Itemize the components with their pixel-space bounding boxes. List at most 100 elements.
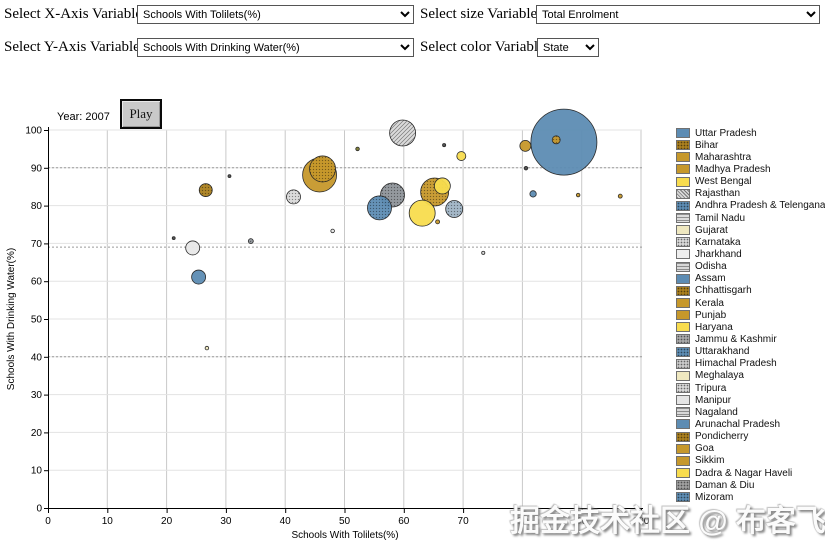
legend-swatch xyxy=(676,322,690,333)
legend-swatch xyxy=(676,176,690,187)
svg-text:30: 30 xyxy=(31,390,43,401)
chart-axes: 0 10 20 30 40 50 60 70 80 90 100 0 10 20 30 40 50 60 70 80 9… xyxy=(6,126,650,542)
bubble[interactable] xyxy=(185,240,201,256)
bubble[interactable] xyxy=(519,139,532,152)
legend-swatch xyxy=(676,249,690,260)
legend-label: Jharkhand xyxy=(695,248,742,260)
bubble[interactable] xyxy=(529,190,537,198)
bubble[interactable] xyxy=(204,345,210,351)
legend-swatch xyxy=(676,200,690,211)
x-axis-title: Schools With Tolilets(%) xyxy=(291,530,398,541)
svg-text:80: 80 xyxy=(31,201,43,212)
chart-bubbles xyxy=(171,108,623,351)
legend-label: Uttarakhand xyxy=(695,346,750,358)
svg-text:60: 60 xyxy=(31,277,43,288)
legend-label: Odisha xyxy=(695,261,727,273)
svg-text:0: 0 xyxy=(36,504,42,515)
legend-item: Mizoram xyxy=(676,491,825,503)
svg-text:100: 100 xyxy=(633,516,650,527)
legend-label: Dadra & Nagar Haveli xyxy=(695,467,793,479)
bubble[interactable] xyxy=(408,199,436,227)
legend-item: Dadra & Nagar Haveli xyxy=(676,467,825,479)
bubble[interactable] xyxy=(575,192,581,198)
size-variable-select[interactable]: Total Enrolment xyxy=(536,5,820,24)
bubble[interactable] xyxy=(389,120,416,147)
bubble[interactable] xyxy=(191,269,207,285)
bubble[interactable] xyxy=(171,236,176,241)
color-variable-select[interactable]: State xyxy=(537,38,599,57)
legend-label: Assam xyxy=(695,273,726,285)
legend-item: Haryana xyxy=(676,321,825,333)
legend-label: Goa xyxy=(695,443,714,455)
y-axis-variable-select[interactable]: Schools With Drinking Water(%) xyxy=(137,38,414,57)
x-axis-variable-select[interactable]: Schools With Tolilets(%) xyxy=(137,5,414,24)
legend-swatch xyxy=(676,419,690,430)
legend-label: Nagaland xyxy=(695,406,738,418)
legend-item: Jharkhand xyxy=(676,248,825,260)
bubble[interactable] xyxy=(530,108,598,176)
legend-swatch xyxy=(676,468,690,478)
bubble[interactable] xyxy=(442,143,447,148)
legend-swatch xyxy=(676,298,690,309)
legend-swatch xyxy=(676,395,690,406)
x-axis-variable-label: Select X-Axis Variable xyxy=(4,6,143,22)
bubble[interactable] xyxy=(433,177,451,195)
bubble[interactable] xyxy=(523,165,529,171)
bubble[interactable] xyxy=(248,238,254,244)
play-button[interactable]: Play xyxy=(120,99,162,129)
legend-item: Gujarat xyxy=(676,224,825,236)
bubble[interactable] xyxy=(330,228,335,234)
legend-swatch xyxy=(676,358,690,369)
legend-item: Punjab xyxy=(676,309,825,321)
legend-swatch xyxy=(676,383,690,394)
legend-label: Chhattisgarh xyxy=(695,285,752,297)
bubble[interactable] xyxy=(456,151,467,161)
svg-text:40: 40 xyxy=(31,352,43,363)
legend-item: Sikkim xyxy=(676,455,825,467)
svg-text:50: 50 xyxy=(31,315,43,326)
bubble[interactable] xyxy=(552,135,561,144)
legend-item: West Bengal xyxy=(676,176,825,188)
legend-item: Bihar xyxy=(676,139,825,151)
svg-text:60: 60 xyxy=(398,516,410,527)
legend-swatch xyxy=(676,407,690,418)
legend-swatch xyxy=(676,480,690,491)
y-axis-variable-label: Select Y-Axis Variable xyxy=(4,39,140,55)
legend-item: Tripura xyxy=(676,382,825,394)
svg-text:20: 20 xyxy=(161,516,173,527)
bubble[interactable] xyxy=(355,146,360,152)
bubble[interactable] xyxy=(481,250,486,255)
svg-text:20: 20 xyxy=(31,428,43,439)
legend-swatch xyxy=(676,188,690,199)
legend-item: Maharashtra xyxy=(676,151,825,163)
legend-item: Meghalaya xyxy=(676,370,825,382)
legend-item: Assam xyxy=(676,273,825,285)
legend-label: Arunachal Pradesh xyxy=(695,418,781,430)
year-label: Year: 2007 xyxy=(57,111,110,123)
legend-swatch xyxy=(676,370,690,381)
legend-label: Karnataka xyxy=(695,236,741,248)
legend-label: Andhra Pradesh & Telengana xyxy=(695,200,825,212)
svg-text:40: 40 xyxy=(280,516,292,527)
legend-label: Jammu & Kashmir xyxy=(695,333,777,345)
bubble[interactable] xyxy=(445,200,463,218)
svg-text:50: 50 xyxy=(339,516,351,527)
legend-swatch xyxy=(676,273,690,284)
chart-gridlines xyxy=(48,129,642,508)
bubble[interactable] xyxy=(286,189,301,204)
legend-item: Himachal Pradesh xyxy=(676,358,825,370)
legend-item: Tamil Nadu xyxy=(676,212,825,224)
bubble[interactable] xyxy=(227,174,232,179)
bubble[interactable] xyxy=(617,193,623,199)
bubble[interactable] xyxy=(367,195,392,220)
legend-item: Chhattisgarh xyxy=(676,285,825,297)
legend-swatch xyxy=(676,140,690,151)
legend-swatch xyxy=(676,237,690,248)
bubble[interactable] xyxy=(309,155,336,182)
legend-item: Pondicherry xyxy=(676,431,825,443)
legend-label: Tripura xyxy=(695,382,727,394)
bubble[interactable] xyxy=(199,183,213,197)
bubble[interactable] xyxy=(435,219,441,225)
legend-swatch xyxy=(676,225,690,236)
legend-item: Jammu & Kashmir xyxy=(676,333,825,345)
